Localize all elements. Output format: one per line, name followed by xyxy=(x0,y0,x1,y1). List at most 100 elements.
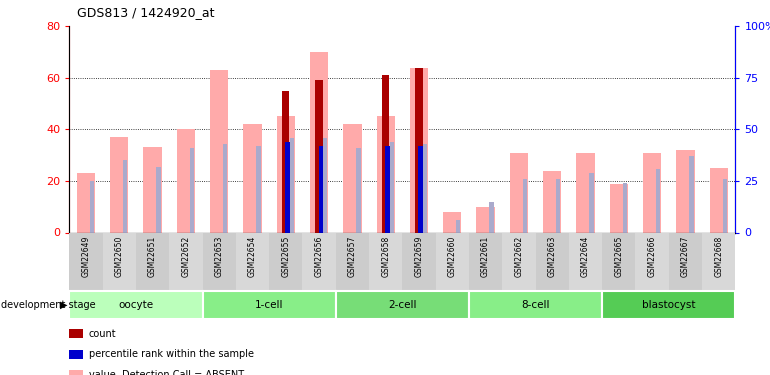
Bar xyxy=(176,129,195,232)
Bar xyxy=(336,232,369,291)
Bar xyxy=(722,179,727,232)
Bar xyxy=(210,70,229,232)
Text: GSM22652: GSM22652 xyxy=(182,236,190,277)
Bar xyxy=(189,148,194,232)
Bar xyxy=(285,142,290,232)
Bar xyxy=(490,202,494,232)
Text: GSM22650: GSM22650 xyxy=(115,236,124,277)
Bar xyxy=(319,146,323,232)
Text: blastocyst: blastocyst xyxy=(642,300,695,310)
Bar xyxy=(668,232,702,291)
Text: GSM22661: GSM22661 xyxy=(481,236,490,277)
Bar xyxy=(310,52,328,232)
Bar xyxy=(316,80,323,232)
Bar xyxy=(102,232,136,291)
Bar xyxy=(702,232,735,291)
Text: count: count xyxy=(89,329,116,339)
Bar xyxy=(385,146,390,232)
Bar xyxy=(69,232,102,291)
Bar xyxy=(123,160,127,232)
Text: oocyte: oocyte xyxy=(119,300,153,310)
Bar xyxy=(303,232,336,291)
Bar xyxy=(676,150,695,232)
Bar xyxy=(543,171,561,232)
FancyBboxPatch shape xyxy=(336,291,469,319)
Text: GSM22665: GSM22665 xyxy=(614,236,623,277)
Bar xyxy=(282,91,290,232)
Text: GSM22649: GSM22649 xyxy=(82,236,90,277)
Bar xyxy=(143,147,162,232)
Bar xyxy=(323,138,327,232)
Text: 1-cell: 1-cell xyxy=(255,300,283,310)
Text: GSM22657: GSM22657 xyxy=(348,236,357,277)
Bar xyxy=(156,166,161,232)
Text: GSM22659: GSM22659 xyxy=(414,236,424,277)
FancyBboxPatch shape xyxy=(69,291,203,319)
Bar xyxy=(589,172,594,232)
Bar xyxy=(623,183,627,232)
Bar xyxy=(510,153,528,232)
Text: GSM22660: GSM22660 xyxy=(448,236,457,277)
Text: 8-cell: 8-cell xyxy=(521,300,550,310)
Bar xyxy=(689,156,694,232)
Text: ▶: ▶ xyxy=(60,300,68,310)
Bar xyxy=(403,232,436,291)
Text: 2-cell: 2-cell xyxy=(388,300,417,310)
Bar xyxy=(418,146,423,232)
Bar xyxy=(469,232,502,291)
Bar xyxy=(390,142,393,232)
Text: GSM22662: GSM22662 xyxy=(514,236,524,277)
Text: development stage: development stage xyxy=(1,300,95,310)
Bar xyxy=(602,232,635,291)
Bar xyxy=(136,232,169,291)
FancyBboxPatch shape xyxy=(469,291,602,319)
Bar xyxy=(203,232,236,291)
Bar xyxy=(635,232,668,291)
Text: GDS813 / 1424920_at: GDS813 / 1424920_at xyxy=(77,6,215,19)
Text: GSM22658: GSM22658 xyxy=(381,236,390,277)
Bar xyxy=(77,173,95,232)
Bar xyxy=(369,232,403,291)
Bar xyxy=(90,181,94,232)
Text: value, Detection Call = ABSENT: value, Detection Call = ABSENT xyxy=(89,370,243,375)
Bar xyxy=(236,232,270,291)
Text: GSM22656: GSM22656 xyxy=(315,236,323,277)
Bar xyxy=(610,183,628,232)
Bar xyxy=(357,148,360,232)
Bar xyxy=(290,138,294,232)
Bar xyxy=(502,232,536,291)
Text: GSM22666: GSM22666 xyxy=(648,236,657,277)
Text: GSM22655: GSM22655 xyxy=(281,236,290,277)
Bar xyxy=(169,232,203,291)
Bar xyxy=(709,168,728,232)
Text: GSM22651: GSM22651 xyxy=(148,236,157,277)
Bar xyxy=(443,212,461,232)
Bar xyxy=(343,124,362,232)
FancyBboxPatch shape xyxy=(602,291,735,319)
Bar xyxy=(569,232,602,291)
Bar xyxy=(377,117,395,232)
Bar xyxy=(477,207,495,232)
Bar xyxy=(523,179,527,232)
Text: GSM22653: GSM22653 xyxy=(215,236,223,277)
Bar xyxy=(270,232,303,291)
Bar xyxy=(423,144,427,232)
Bar xyxy=(656,169,660,232)
Bar xyxy=(536,232,569,291)
Bar xyxy=(556,179,561,232)
Bar xyxy=(110,137,129,232)
Bar xyxy=(382,75,390,232)
Text: percentile rank within the sample: percentile rank within the sample xyxy=(89,350,253,359)
Bar xyxy=(276,117,295,232)
Bar xyxy=(436,232,469,291)
Bar xyxy=(415,68,423,232)
Text: GSM22668: GSM22668 xyxy=(715,236,723,277)
Text: GSM22664: GSM22664 xyxy=(581,236,590,277)
Text: GSM22654: GSM22654 xyxy=(248,236,257,277)
Bar xyxy=(223,144,227,232)
Bar xyxy=(243,124,262,232)
Bar xyxy=(456,220,460,232)
Bar xyxy=(256,146,260,232)
Text: GSM22667: GSM22667 xyxy=(681,236,690,277)
Bar xyxy=(576,153,594,232)
